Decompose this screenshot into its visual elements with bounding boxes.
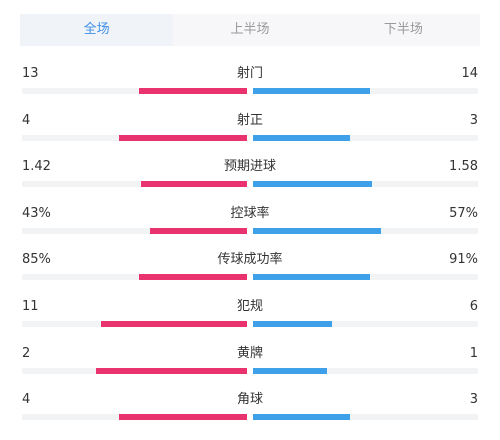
home-value: 85%: [22, 252, 51, 268]
away-value: 1.58: [449, 159, 478, 175]
stat-row: 11 犯规 6: [0, 279, 500, 327]
stat-row: 4 角球 3: [0, 372, 500, 421]
home-value: 4: [22, 112, 31, 128]
stat-row: 85% 传球成功率 91%: [0, 232, 500, 281]
home-value: 4: [22, 392, 31, 408]
tab-full-match[interactable]: 全场: [20, 14, 174, 46]
home-bar-track: [22, 88, 247, 94]
home-bar-track: [22, 414, 247, 421]
home-bar: [101, 320, 247, 327]
stat-row: 13 射门 14: [0, 46, 500, 94]
stat-label: 角球: [236, 392, 263, 408]
away-bar-track: [253, 181, 478, 188]
stat-row: 1.42 预期进球 1.58: [0, 139, 500, 188]
away-value: 3: [469, 112, 478, 128]
period-tabs: 全场 上半场 下半场: [20, 14, 480, 46]
away-value: 91%: [449, 252, 478, 268]
stat-label: 传球成功率: [217, 252, 283, 268]
home-bar-track: [22, 367, 247, 374]
stat-row: 2 黄牌 1: [0, 326, 500, 374]
away-bar-track: [253, 320, 478, 327]
home-bar: [96, 367, 247, 374]
away-bar: [253, 367, 327, 374]
home-bar: [119, 414, 247, 421]
away-value: 14: [461, 66, 478, 81]
stat-label: 控球率: [230, 205, 270, 221]
away-value: 6: [469, 298, 478, 314]
stats-list: 13 射门 14 4 射正 3 1.42 预期进球 1.58 43% 控球率 57% 85% 传球成功率 9…: [0, 46, 500, 421]
home-bar-track: [22, 181, 247, 188]
away-bar-track: [253, 414, 478, 421]
home-bar-track: [22, 227, 247, 234]
away-bar-track: [253, 227, 478, 234]
home-bar-track: [22, 320, 247, 327]
away-bar-track: [253, 274, 478, 281]
stat-label: 射正: [236, 112, 263, 128]
away-bar-track: [253, 367, 478, 374]
home-bar-track: [22, 274, 247, 281]
home-bar: [119, 134, 247, 141]
tab-second-half[interactable]: 下半场: [326, 14, 480, 46]
stat-label: 黄牌: [236, 345, 263, 361]
home-value: 13: [22, 66, 39, 81]
away-bar: [253, 227, 381, 234]
away-bar-track: [253, 88, 478, 94]
home-bar: [139, 274, 247, 281]
away-value: 57%: [449, 205, 478, 221]
home-value: 2: [22, 345, 31, 361]
away-value: 1: [469, 345, 478, 361]
stat-label: 预期进球: [223, 159, 276, 175]
home-value: 43%: [22, 205, 51, 221]
tab-first-half[interactable]: 上半场: [173, 14, 327, 46]
away-value: 3: [469, 392, 478, 408]
away-bar: [253, 181, 372, 188]
stat-label: 射门: [236, 66, 263, 81]
home-bar-track: [22, 134, 247, 141]
stat-row: 43% 控球率 57%: [0, 186, 500, 234]
home-bar: [150, 227, 247, 234]
stat-row: 4 射正 3: [0, 93, 500, 141]
away-bar-track: [253, 134, 478, 141]
away-bar: [253, 134, 350, 141]
home-value: 11: [22, 298, 39, 314]
away-bar: [253, 414, 350, 421]
home-value: 1.42: [22, 159, 51, 175]
away-bar: [253, 320, 332, 327]
home-bar: [139, 88, 247, 94]
away-bar: [253, 274, 370, 281]
away-bar: [253, 88, 370, 94]
stat-label: 犯规: [236, 298, 263, 314]
home-bar: [141, 181, 247, 188]
